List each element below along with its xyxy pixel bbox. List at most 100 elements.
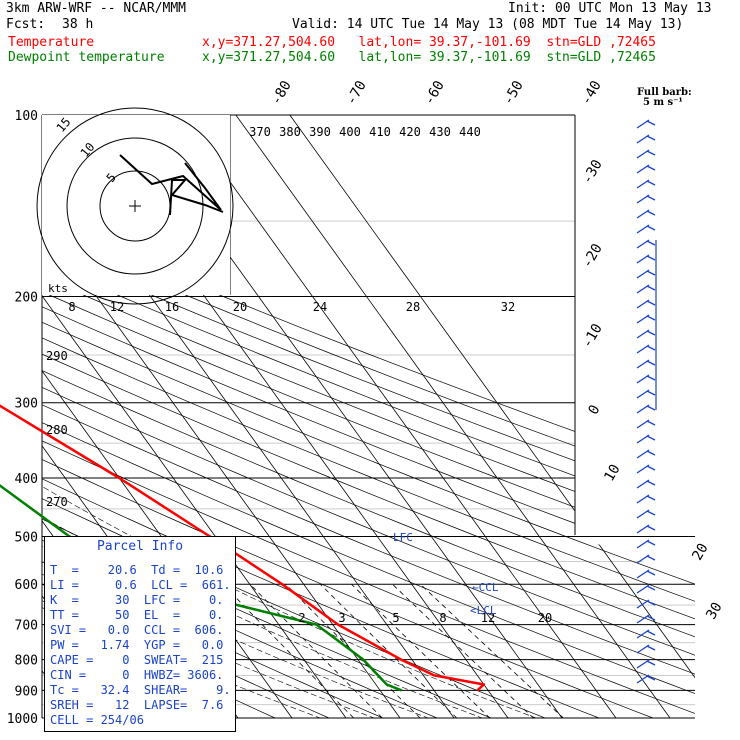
wind-barb-flag [646, 150, 656, 156]
hodograph-ring [66, 137, 204, 275]
pressure-tick: 800 [15, 654, 38, 669]
pressure-tick: 1000 [7, 712, 38, 727]
dry-adiabat [42, 115, 695, 718]
pressure-tick: 400 [15, 472, 38, 487]
dewpoint-location: x,y=371.27,504.60 lat,lon= 39.37,-101.69… [202, 50, 656, 65]
mixing-ratio-label: 3 [338, 611, 345, 625]
pressure-tick: 900 [15, 684, 38, 699]
wind-barb-flag [646, 315, 656, 321]
mixing-ratio-line [320, 583, 471, 718]
hodograph-unit-label: kts [48, 282, 68, 295]
theta-label: 420 [399, 125, 421, 139]
theta-label: 410 [369, 125, 391, 139]
wind-barb-flag [646, 450, 656, 456]
wind-barb-flag [646, 465, 656, 471]
parcel-line: CELL = 254/06 [50, 713, 144, 727]
wind-barb-flag [646, 645, 656, 651]
parcel-line: CIN = 0 HWBZ= 3606. [50, 668, 224, 682]
ccl-annotation: ←CCL [472, 581, 499, 594]
wind-barb-flag [646, 225, 656, 231]
wind-barb-flag [646, 285, 656, 291]
dry-adiabat [42, 115, 695, 718]
wind-barb-flag [646, 480, 656, 486]
wind-barb-flag [646, 255, 656, 261]
wind-barb-flag [646, 675, 656, 681]
mixing-ratio-label: 12 [481, 611, 495, 625]
mixing-ratio-label: 32 [501, 300, 515, 314]
pressure-tick: 500 [15, 530, 38, 545]
dry-adiabat-label: 280 [46, 423, 68, 437]
mixing-ratio-line [222, 583, 367, 718]
isotherm-label: -80 [268, 78, 295, 108]
isotherm-label: 30 [703, 600, 725, 623]
mixing-ratio-line [351, 583, 504, 718]
isotherm [42, 115, 356, 718]
wind-barb-flag [646, 390, 656, 396]
pressure-tick: 700 [15, 619, 38, 634]
dry-adiabat [42, 115, 695, 718]
parcel-line: K = 30 LFC = 0. [50, 593, 224, 607]
wind-barb-flag [646, 345, 656, 351]
model-title: 3km ARW-WRF -- NCAR/MMM [6, 1, 187, 16]
theta-label: 440 [459, 125, 481, 139]
temperature-legend: Temperature [8, 35, 95, 50]
dry-adiabat [42, 115, 695, 718]
mixing-ratio-label: 12 [110, 300, 124, 314]
hodograph-ring [36, 107, 234, 305]
wind-legend-title: Full barb: [637, 87, 692, 98]
wind-barb-flag [646, 270, 656, 276]
mixing-ratio-label: 5 [392, 611, 399, 625]
wind-barb-flag [646, 495, 656, 501]
isotherm-label: -30 [579, 157, 606, 187]
isotherm-label: -70 [343, 78, 370, 108]
wind-barb-flag [646, 420, 656, 426]
isotherm-label: 0 [585, 402, 603, 417]
wind-barb-flag [646, 195, 656, 201]
wind-barb-flag [646, 360, 656, 366]
theta-label: 400 [339, 125, 361, 139]
wind-barb-flag [646, 120, 656, 126]
dry-adiabat [42, 115, 695, 718]
dry-adiabat [42, 115, 632, 718]
parcel-line: LI = 0.6 LCL = 661. [50, 578, 231, 592]
wind-barb-flag [646, 435, 656, 441]
parcel-line: CAPE = 0 SWEAT= 215 [50, 653, 224, 667]
wind-barb-flag [646, 165, 656, 171]
wind-barb-flag [646, 210, 656, 216]
pressure-tick: 300 [15, 397, 38, 412]
temperature-location: x,y=371.27,504.60 lat,lon= 39.37,-101.69… [202, 35, 656, 50]
mixing-ratio-line [285, 583, 434, 718]
dry-adiabat [42, 115, 695, 718]
isotherm-label: -40 [578, 78, 605, 108]
lfc-annotation: LFC [393, 531, 413, 544]
theta-label: 430 [429, 125, 451, 139]
dewpoint-trace [0, 484, 403, 692]
parcel-line: PW = 1.74 YGP = 0.0 [50, 638, 224, 652]
wind-barb-flag [646, 405, 656, 411]
pressure-tick: 600 [15, 578, 38, 593]
mixing-ratio-label: 24 [313, 300, 327, 314]
isotherm [42, 115, 410, 718]
parcel-info-panel: Parcel Info T = 20.6 Td = 10.6 LI = 0.6 … [44, 536, 236, 732]
hodograph-trace [169, 179, 224, 216]
wind-barb-flag [646, 630, 656, 636]
dewpoint-legend: Dewpoint temperature [8, 50, 165, 65]
wind-legend-unit: 5 m s⁻¹ [643, 97, 683, 108]
dry-adiabat [42, 115, 695, 718]
dry-adiabat [42, 115, 359, 718]
wind-barb-flag [646, 570, 656, 576]
temperature-trace [0, 404, 486, 692]
wind-barb-flag [646, 525, 656, 531]
hodograph-trace [119, 154, 222, 211]
wind-barb-flag [646, 615, 656, 621]
theta-label: 380 [279, 125, 301, 139]
wind-barb-flag [646, 375, 656, 381]
isotherm-label: -20 [579, 241, 606, 271]
parcel-line: Tc = 32.4 SHEAR= 9. [50, 683, 231, 697]
valid-time: Valid: 14 UTC Tue 14 May 13 (08 MDT Tue … [292, 17, 684, 32]
parcel-line: SVI = 0.0 CCL = 606. [50, 623, 224, 637]
isotherm [181, 115, 626, 718]
wind-barb-flag [646, 555, 656, 561]
theta-label: 390 [309, 125, 331, 139]
